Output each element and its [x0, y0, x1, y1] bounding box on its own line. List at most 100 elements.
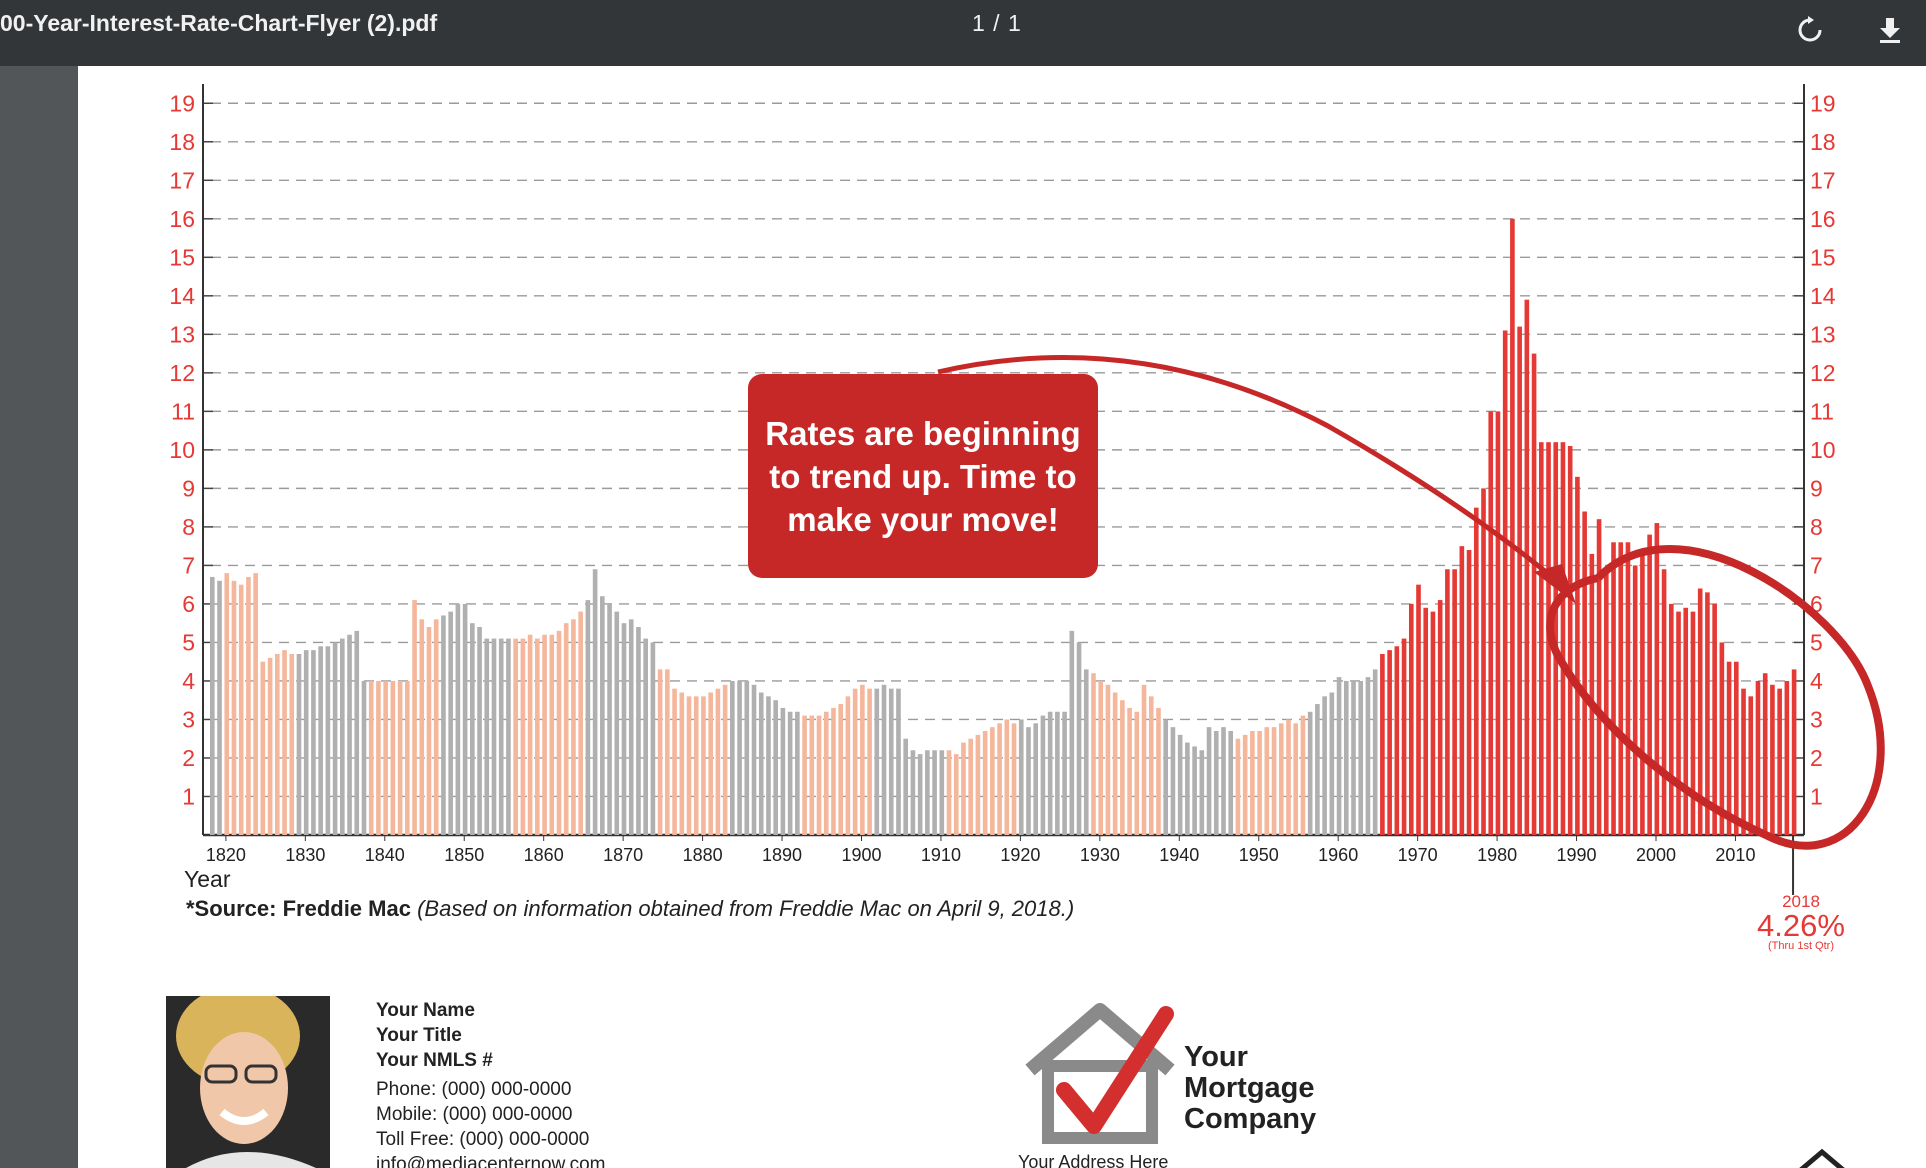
- bar: [332, 642, 338, 835]
- agent-name: Your Name: [376, 1000, 475, 1021]
- bar: [1351, 680, 1356, 835]
- bar: [1683, 607, 1689, 835]
- bar: [1076, 642, 1082, 835]
- company-name-line1: Your: [1184, 1041, 1248, 1073]
- y-tick-label-right: 19: [1810, 90, 1836, 116]
- bar: [737, 680, 742, 835]
- bar: [1163, 719, 1169, 835]
- bar: [773, 700, 778, 835]
- x-tick-label: 1960: [1318, 845, 1358, 865]
- company-name-line3: Company: [1184, 1103, 1317, 1135]
- bar: [802, 715, 807, 835]
- bar: [1365, 677, 1371, 835]
- y-tick-label: 12: [169, 360, 195, 386]
- bar: [426, 627, 432, 835]
- bar: [1589, 553, 1595, 835]
- bar: [325, 646, 331, 835]
- bar: [275, 653, 280, 835]
- y-tick-label: 6: [182, 591, 195, 617]
- bar: [303, 650, 309, 835]
- bar: [571, 619, 576, 835]
- x-tick-label: 2000: [1636, 845, 1676, 865]
- pdf-toolbar: 00-Year-Interest-Rate-Chart-Flyer (2).pd…: [0, 0, 1926, 66]
- bar: [1408, 603, 1414, 835]
- rotate-icon[interactable]: [1788, 8, 1832, 52]
- bar: [939, 750, 945, 835]
- y-tick-label-right: 13: [1810, 321, 1836, 347]
- bar: [527, 634, 533, 835]
- y-tick-label: 15: [169, 244, 195, 270]
- bar: [1293, 723, 1299, 835]
- source-note: *Source: Freddie Mac (Based on informati…: [186, 896, 1074, 922]
- bar: [1206, 727, 1212, 835]
- bar: [1083, 669, 1089, 835]
- bar: [1676, 611, 1681, 835]
- bar: [1011, 723, 1017, 835]
- bar: [1156, 707, 1161, 835]
- bar: [1582, 511, 1587, 835]
- bar: [210, 576, 215, 835]
- bar: [441, 615, 446, 835]
- y-tick-label: 5: [182, 629, 195, 655]
- rates-callout: Rates are beginning to trend up. Time to…: [748, 374, 1098, 578]
- bar: [1567, 446, 1573, 835]
- bar: [650, 642, 656, 835]
- bar: [1358, 680, 1364, 835]
- company-logo: [1020, 1000, 1350, 1168]
- y-tick-label-right: 8: [1810, 514, 1823, 540]
- bar: [260, 661, 266, 835]
- x-tick-label: 1940: [1159, 845, 1199, 865]
- x-tick-label: 1850: [444, 845, 484, 865]
- y-tick-label: 16: [169, 206, 195, 232]
- x-tick-label: 1970: [1398, 845, 1438, 865]
- bar: [1401, 638, 1407, 835]
- y-tick-label: 10: [169, 437, 195, 463]
- email: info@mediacenternow.com: [376, 1154, 606, 1168]
- bar: [217, 580, 222, 835]
- bar: [311, 650, 316, 835]
- bar: [1445, 569, 1450, 835]
- bar: [1343, 680, 1349, 835]
- bar: [975, 734, 981, 835]
- y-tick-label: 3: [182, 706, 195, 732]
- bar: [1264, 727, 1270, 835]
- x-axis-title: Year: [184, 866, 231, 892]
- bar: [701, 696, 706, 835]
- bar: [795, 711, 800, 835]
- download-icon[interactable]: [1868, 8, 1912, 52]
- bar: [578, 611, 583, 835]
- bar: [1127, 707, 1132, 835]
- bar: [1531, 353, 1537, 835]
- bar: [780, 707, 786, 835]
- bar: [1394, 646, 1400, 835]
- source-label: *Source: Freddie Mac: [186, 896, 411, 921]
- bar: [1380, 653, 1385, 835]
- y-tick-label: 8: [182, 514, 195, 540]
- bar: [1603, 569, 1609, 835]
- y-tick-label: 7: [182, 552, 195, 578]
- bar: [838, 704, 843, 835]
- bar: [1452, 569, 1457, 835]
- y-tick-label-right: 7: [1810, 552, 1823, 578]
- bar: [1517, 326, 1522, 835]
- latest-rate: 4.26%: [1757, 908, 1845, 943]
- bar: [1560, 442, 1566, 835]
- bar: [455, 603, 461, 835]
- bar: [845, 696, 851, 835]
- x-tick-label: 1920: [1000, 845, 1040, 865]
- bar: [1762, 673, 1768, 835]
- bar: [636, 627, 641, 835]
- bar: [1596, 519, 1602, 835]
- bar: [614, 611, 620, 835]
- bar: [1502, 330, 1508, 835]
- bar: [823, 711, 829, 835]
- bar: [318, 646, 323, 835]
- bar: [888, 688, 894, 835]
- y-tick-label-right: 4: [1810, 668, 1823, 694]
- bar: [874, 688, 880, 835]
- bar: [1726, 661, 1732, 835]
- bar: [1625, 542, 1631, 835]
- y-tick-label-right: 12: [1810, 360, 1836, 386]
- bar: [397, 680, 403, 835]
